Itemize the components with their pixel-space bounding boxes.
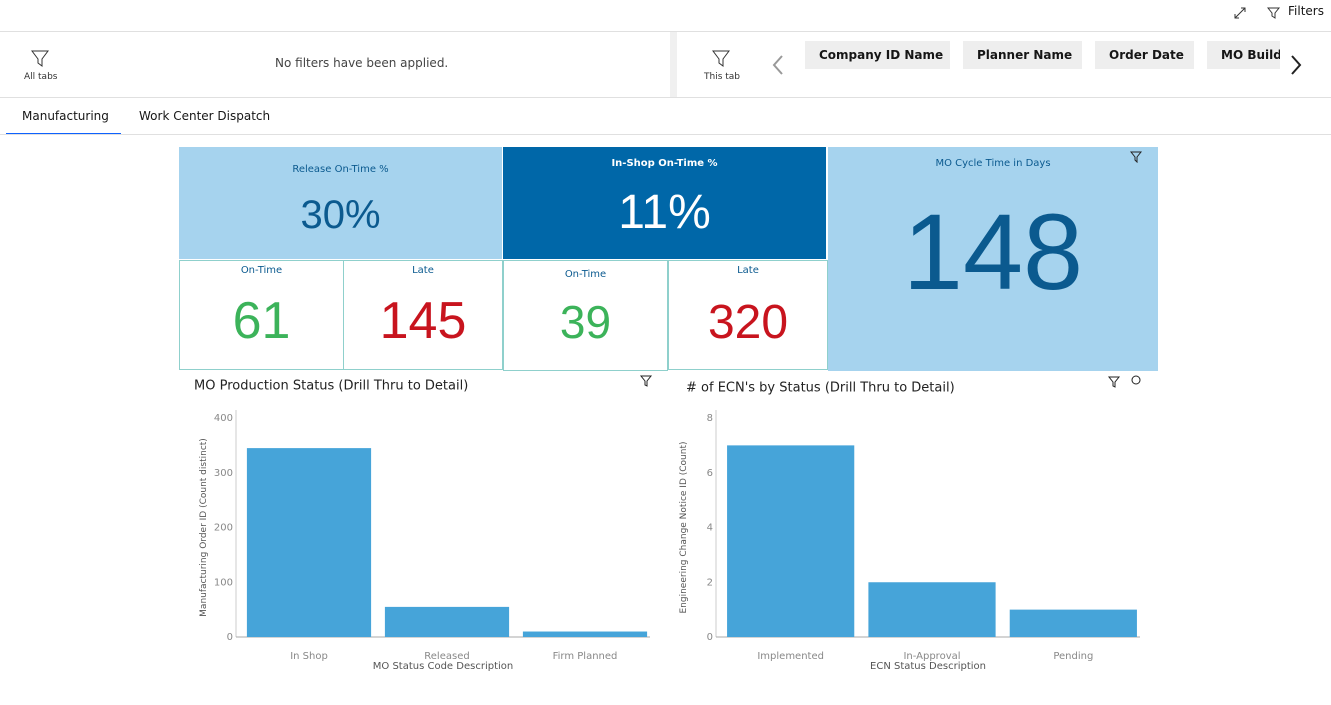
- kpi-value: 39: [559, 296, 612, 348]
- kpi-tile: MO Cycle Time in Days 148: [828, 147, 1158, 371]
- kpi-cell: On-Time 61: [179, 260, 344, 370]
- kpi-tile: In-Shop On-Time % 11%: [503, 147, 826, 259]
- kpi-label: Late: [737, 265, 759, 276]
- y-tick-label: 2: [707, 577, 713, 588]
- kpi-tile: Release On-Time % 30%: [179, 147, 502, 259]
- x-tick-label: Released: [424, 651, 469, 662]
- y-tick-label: 200: [214, 523, 233, 534]
- x-axis-label: ECN Status Description: [870, 661, 986, 672]
- filter-icon[interactable]: [1107, 376, 1121, 388]
- kpi-cell: On-Time 39: [503, 260, 668, 371]
- next-arrow[interactable]: [1288, 54, 1304, 76]
- kpi-title: In-Shop On-Time %: [611, 158, 718, 169]
- y-axis-label: Engineering Change Notice ID (Count): [679, 442, 689, 614]
- filter-icon[interactable]: [1130, 151, 1142, 163]
- y-tick-label: 0: [707, 632, 713, 643]
- kpi-label: On-Time: [564, 269, 607, 280]
- filter-chip[interactable]: Company ID Name: [805, 41, 950, 69]
- x-tick-label: Implemented: [757, 651, 824, 662]
- filters-button[interactable]: Filters: [1288, 4, 1324, 18]
- bar: [1009, 609, 1137, 637]
- x-tick-label: In-Approval: [903, 651, 960, 662]
- kpi-label: On-Time: [240, 265, 283, 276]
- filter-icon: [31, 50, 49, 67]
- chart-title: # of ECN's by Status (Drill Thru to Deta…: [686, 381, 955, 396]
- filter-chip[interactable]: Order Date: [1095, 41, 1194, 69]
- y-tick-label: 8: [707, 413, 713, 424]
- insight-icon[interactable]: [1131, 375, 1141, 385]
- x-tick-label: Firm Planned: [553, 651, 618, 662]
- filter-message: No filters have been applied.: [275, 56, 449, 70]
- divider: [0, 31, 1331, 32]
- tab[interactable]: Work Center Dispatch: [139, 109, 271, 123]
- bar: [384, 606, 510, 637]
- filter-chip[interactable]: Planner Name: [963, 41, 1082, 69]
- kpi-value: 61: [232, 292, 291, 350]
- bar: [522, 631, 648, 637]
- kpi-cell: Late 145: [343, 260, 503, 370]
- kpi-value: 148: [902, 191, 1084, 312]
- chart-title: MO Production Status (Drill Thru to Deta…: [194, 379, 468, 394]
- kpi-cell: Late 320: [668, 260, 828, 370]
- bar: [727, 445, 855, 637]
- kpi-value: 11%: [618, 186, 711, 239]
- y-tick-label: 0: [227, 632, 233, 643]
- tab[interactable]: Manufacturing: [22, 109, 109, 123]
- kpi-value: 30%: [300, 193, 381, 237]
- y-tick-label: 6: [707, 468, 713, 479]
- y-axis-label: Manufacturing Order ID (Count distinct): [199, 438, 209, 617]
- filter-icon[interactable]: [639, 375, 653, 387]
- kpi-value: 145: [379, 292, 467, 350]
- kpi-title: Release On-Time %: [292, 164, 389, 175]
- this-tab-label[interactable]: This tab: [704, 72, 741, 82]
- kpi-value: 320: [707, 296, 789, 349]
- filter-icon: [712, 50, 730, 67]
- expand-icon[interactable]: [1232, 5, 1248, 21]
- divider: [0, 134, 1331, 135]
- kpi-label: Late: [412, 265, 434, 276]
- bar: [868, 582, 996, 637]
- x-axis-label: MO Status Code Description: [373, 661, 513, 672]
- divider: [0, 97, 1331, 98]
- kpi-title: MO Cycle Time in Days: [935, 158, 1051, 169]
- y-tick-label: 4: [707, 523, 713, 534]
- filter-chip[interactable]: MO Build I: [1207, 41, 1280, 69]
- y-tick-label: 100: [214, 577, 233, 588]
- x-tick-label: Pending: [1053, 651, 1093, 662]
- y-tick-label: 400: [214, 413, 233, 424]
- filter-icon: [1267, 7, 1281, 19]
- prev-arrow[interactable]: [770, 54, 786, 76]
- bar: [246, 448, 372, 637]
- y-tick-label: 300: [214, 468, 233, 479]
- all-tabs-label[interactable]: All tabs: [24, 72, 58, 82]
- x-tick-label: In Shop: [290, 651, 328, 662]
- splitter[interactable]: [670, 32, 677, 98]
